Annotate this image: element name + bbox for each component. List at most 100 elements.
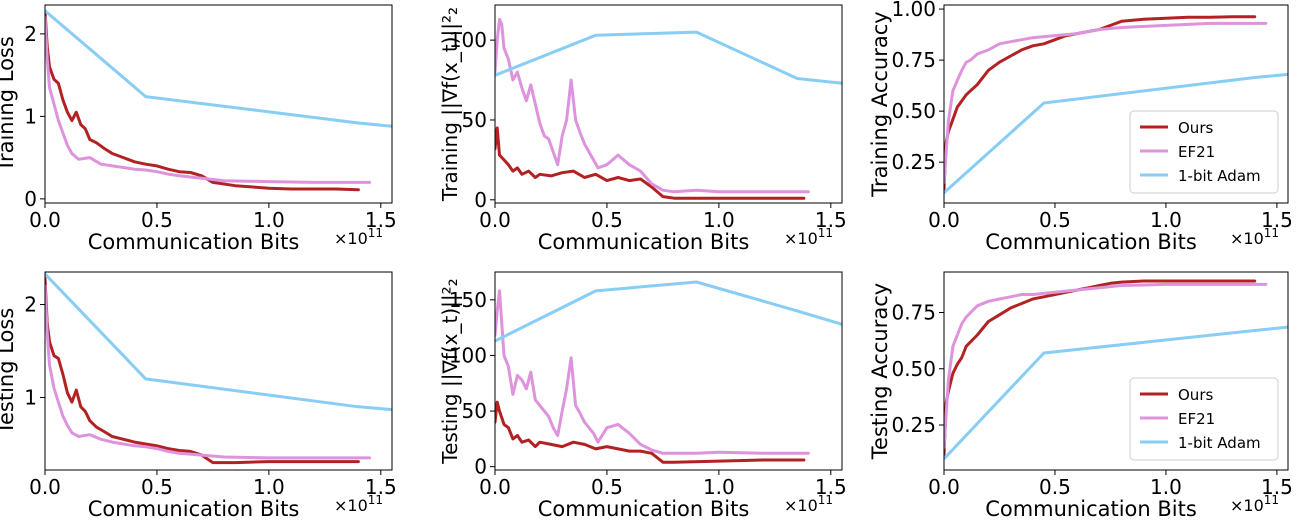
- x-tick-label: 0.5: [591, 475, 623, 499]
- series-group: [495, 17, 842, 200]
- legend-label-ef21: EF21: [1178, 410, 1215, 428]
- x-tick-label: 0.0: [479, 475, 511, 499]
- exponent-base: ×10: [1230, 496, 1264, 515]
- x-tick-label: 1.0: [253, 208, 285, 232]
- x-axis-exponent: ×1011: [784, 226, 833, 248]
- exponent-base: ×10: [334, 496, 368, 515]
- y-axis-label: Training Accuracy: [868, 11, 892, 197]
- plot-frame: [44, 271, 393, 471]
- x-tick-label: 1.5: [1261, 475, 1293, 499]
- legend: Ours EF21 1-bit Adam: [1129, 110, 1279, 194]
- series-group: [944, 279, 1288, 461]
- plot-frame: [494, 271, 843, 471]
- exponent-base: ×10: [784, 496, 818, 515]
- chart-panel-4: 0.0 0.5 1.0 1.5 1 2 Communication Bits ×1011 Tes…: [0, 271, 397, 521]
- x-axis-label: Communication Bits: [88, 230, 300, 254]
- x-tick-label: 0.5: [1039, 208, 1071, 232]
- exponent-base: ×10: [334, 229, 368, 248]
- chart-panel-3: 0.0 0.5 1.0 1.5 0.25 0.50 0.75 1.00 Communicatio…: [868, 0, 1293, 254]
- series-line-ef21: [495, 289, 810, 455]
- x-axis-exponent: ×1011: [1230, 226, 1279, 248]
- y-axis-label: Testing Accuracy: [868, 283, 892, 460]
- legend-label-adam: 1-bit Adam: [1178, 434, 1261, 452]
- x-axis-label: Communication Bits: [88, 497, 300, 521]
- x-tick-label: 0.5: [141, 208, 173, 232]
- y-tick-label: 0.25: [891, 150, 936, 174]
- x-tick-label: 1.0: [1150, 475, 1182, 499]
- y-tick-label: 0.50: [891, 99, 936, 123]
- series-line-ours: [495, 400, 806, 464]
- series-line-adam: [495, 280, 842, 343]
- series-line-ef21: [944, 21, 1268, 185]
- chart-panel-6: 0.0 0.5 1.0 1.5 0.25 0.50 0.75 Communication Bi…: [868, 271, 1293, 521]
- y-tick-label: 2: [24, 22, 37, 46]
- y-tick-label: 0.75: [891, 301, 936, 325]
- legend-label-ours: Ours: [1178, 386, 1213, 404]
- exponent-power: 11: [368, 226, 383, 240]
- series-line-ef21: [495, 17, 810, 194]
- x-tick-label: 1.0: [1150, 208, 1182, 232]
- x-tick-label: 1.5: [1261, 208, 1293, 232]
- legend-box: [1129, 110, 1279, 194]
- series-group: [944, 15, 1288, 195]
- x-tick-label: 0.5: [1039, 475, 1071, 499]
- y-tick-label: 0: [24, 187, 37, 211]
- y-tick-label: 0.25: [891, 413, 936, 437]
- series-group: [495, 280, 842, 464]
- y-axis-label: Training Loss: [0, 36, 18, 173]
- series-line-adam: [45, 9, 392, 128]
- y-tick-label: 150: [449, 288, 487, 312]
- y-tick-label: 50: [462, 399, 487, 423]
- exponent-base: ×10: [784, 229, 818, 248]
- series-line-adam: [495, 30, 842, 85]
- plot-frame: [943, 4, 1289, 204]
- series-line-ef21: [45, 284, 372, 460]
- x-axis-exponent: ×1011: [334, 493, 383, 515]
- series-group: [45, 9, 392, 192]
- x-tick-label: 1.5: [365, 208, 397, 232]
- series-line-adam: [45, 272, 392, 412]
- y-tick-label: 100: [449, 343, 487, 367]
- y-axis-label: Training ||∇f(x_t)||²₂: [438, 7, 462, 202]
- x-tick-label: 0.5: [141, 475, 173, 499]
- chart-panel-1: 0.0 0.5 1.0 1.5 0 1 2 Communication Bits ×1011 Tr…: [0, 4, 397, 254]
- plot-frame: [494, 4, 843, 204]
- chart-panel-5: 0.0 0.5 1.0 1.5 0 50 100 150 Communication Bits ×…: [438, 271, 847, 521]
- series-group: [45, 272, 392, 465]
- x-tick-label: 1.0: [703, 208, 735, 232]
- x-axis-exponent: ×1011: [334, 226, 383, 248]
- x-axis-label: Communication Bits: [985, 497, 1197, 521]
- exponent-power: 11: [818, 493, 833, 507]
- legend-box: [1129, 377, 1279, 461]
- series-line-ef21: [944, 282, 1268, 449]
- y-tick-label: 1.00: [891, 0, 936, 21]
- y-axis-label: Testing Loss: [0, 308, 18, 436]
- chart-panel-2: 0.0 0.5 1.0 1.5 0 50 100 Communication Bits ×101…: [438, 4, 847, 254]
- x-tick-label: 0.0: [928, 208, 960, 232]
- plot-frame: [943, 271, 1289, 471]
- y-tick-label: 100: [449, 28, 487, 52]
- legend-label-ours: Ours: [1178, 119, 1213, 137]
- y-tick-label: 0.50: [891, 357, 936, 381]
- y-tick-label: 0: [474, 188, 487, 212]
- series-line-adam: [944, 72, 1288, 195]
- y-tick-label: 50: [462, 108, 487, 132]
- plot-frame: [44, 4, 393, 204]
- exponent-power: 11: [818, 226, 833, 240]
- x-axis-label: Communication Bits: [538, 497, 750, 521]
- series-line-ours: [944, 15, 1257, 191]
- y-tick-label: 1: [24, 385, 37, 409]
- y-axis-label: Testing ||∇f(x_t)||²₂: [438, 278, 462, 464]
- exponent-base: ×10: [1230, 229, 1264, 248]
- x-tick-label: 0.0: [928, 475, 960, 499]
- x-axis-exponent: ×1011: [1230, 493, 1279, 515]
- legend: Ours EF21 1-bit Adam: [1129, 377, 1279, 461]
- x-tick-label: 1.0: [703, 475, 735, 499]
- x-tick-label: 1.5: [365, 475, 397, 499]
- x-tick-label: 1.5: [815, 208, 847, 232]
- y-tick-label: 0: [474, 455, 487, 479]
- y-tick-label: 1: [24, 104, 37, 128]
- y-tick-label: 0.75: [891, 48, 936, 72]
- x-axis-label: Communication Bits: [538, 230, 750, 254]
